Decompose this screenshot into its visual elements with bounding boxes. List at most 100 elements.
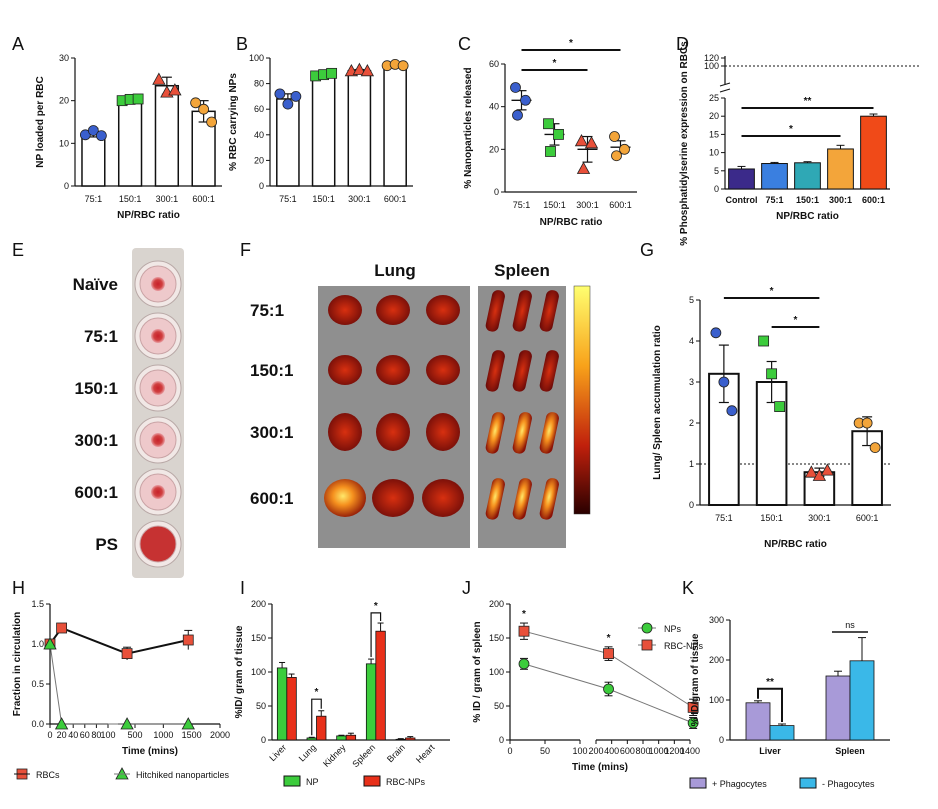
bar <box>311 75 336 187</box>
x-tick-label: Kidney <box>321 742 348 769</box>
well-label: Naïve <box>73 275 118 294</box>
spleen <box>539 290 559 332</box>
data-point <box>766 368 778 380</box>
panel-g: G 0 1 2 3 4 5 Lung/ Spleen accumulation ratio 75… <box>640 240 891 550</box>
lung-lobe <box>426 355 460 385</box>
legend-marker <box>641 639 653 651</box>
data-point <box>152 72 166 85</box>
data-point <box>510 82 521 93</box>
data-point <box>804 465 819 478</box>
y-tick-label: 150 <box>489 633 504 643</box>
data-point <box>54 717 69 730</box>
x-tick-label: 1500 <box>182 730 202 740</box>
legend-marker <box>641 622 653 634</box>
y-axis-label: % Nanoparticles released <box>463 67 474 188</box>
well-label: 600:1 <box>75 483 118 502</box>
legend-label: NP <box>306 777 319 787</box>
x-tick-label: 0 <box>507 746 512 756</box>
data-point <box>611 150 622 162</box>
data-point <box>95 130 107 142</box>
lung-lobe <box>376 295 410 325</box>
y-tick-label: 50 <box>494 701 504 711</box>
x-tick-label: 800 <box>635 746 650 756</box>
x-tick-label: 400 <box>604 746 619 756</box>
x-tick-label: 1400 <box>680 746 700 756</box>
x-tick-label: 1200 <box>664 746 684 756</box>
y-tick-label: 60 <box>489 59 499 69</box>
panel-letter: K <box>682 578 694 598</box>
significance-label: * <box>374 601 378 612</box>
x-tick-label: 300:1 <box>808 513 831 523</box>
panel-f-ivis-image: F Lung Spleen 75:1 150:1 300:1 600:1 <box>240 240 591 548</box>
series-line <box>49 643 189 725</box>
panel-k: K 0 100 200 300 % ID/gram of tissue Liver Splee… <box>682 578 890 789</box>
data-point <box>576 161 591 174</box>
y-tick-label: 0.0 <box>31 719 44 729</box>
bar <box>117 99 143 187</box>
bar <box>375 630 386 741</box>
x-tick-label: Spleen <box>350 742 377 769</box>
x-tick-label: 600:1 <box>862 195 885 205</box>
data-point <box>87 125 99 136</box>
x-tick-label: 300:1 <box>576 200 599 210</box>
data-point <box>198 103 210 115</box>
data-point <box>397 60 409 72</box>
data-point <box>274 88 286 100</box>
y-tick-label: 200 <box>709 655 724 665</box>
x-tick-label: 75:1 <box>715 513 733 523</box>
x-tick-label: 200 <box>588 746 603 756</box>
x-tick-label: 50 <box>540 746 550 756</box>
spleen <box>512 412 532 454</box>
well-pellet <box>151 381 165 395</box>
y-tick-label: 20 <box>489 144 499 154</box>
spleen <box>512 290 532 332</box>
data-point <box>609 131 620 142</box>
well-label: 300:1 <box>75 431 118 450</box>
lung-lobe <box>372 479 414 517</box>
data-point <box>56 622 67 634</box>
column-label-spleen: Spleen <box>494 261 550 280</box>
panel-h: H 0.0 0.5 1.0 1.5 Fraction in circulation 0 20 4… <box>12 578 230 780</box>
legend-label: + Phagocytes <box>712 779 767 789</box>
y-tick-label: 0 <box>714 184 719 194</box>
bar <box>365 663 377 741</box>
significance-1-label: * <box>553 58 557 69</box>
y-axis-label: % ID / gram of spleen <box>472 621 483 722</box>
spleen <box>539 412 559 454</box>
data-point <box>774 401 786 413</box>
legend-label: NPs <box>664 624 682 634</box>
panel-a: A 0 10 20 30 NP loaded per RBC 75:1 150:1 300:1 6… <box>12 34 222 221</box>
y-tick-label-upper: 100 <box>704 61 719 71</box>
bar <box>286 677 297 741</box>
lung-lobe <box>328 355 362 385</box>
well-label: 150:1 <box>75 379 118 398</box>
y-tick-label: 2 <box>689 418 694 428</box>
data-point <box>574 133 589 147</box>
well-label: 75:1 <box>84 327 118 346</box>
x-tick-label: Spleen <box>835 746 865 756</box>
y-tick-label: 20 <box>254 155 264 165</box>
significance-bracket <box>370 612 382 658</box>
data-point <box>352 62 367 75</box>
data-point <box>120 717 134 730</box>
data-point <box>282 98 294 110</box>
data-point <box>121 648 133 659</box>
lung-lobe <box>426 295 460 325</box>
data-point <box>545 146 556 157</box>
legend-label: Hitchiked nanoparticles <box>136 770 230 780</box>
panel-letter: A <box>12 34 24 54</box>
x-tick-label: Lung <box>297 742 318 763</box>
bar <box>395 738 406 741</box>
well-pellet <box>151 329 165 343</box>
data-point <box>132 93 144 105</box>
data-point <box>290 91 302 102</box>
y-tick-label: 5 <box>714 166 719 176</box>
y-axis-label: % RBC carrying NPs <box>228 73 239 171</box>
bar <box>316 715 327 741</box>
x-tick-label: 600 <box>620 746 635 756</box>
x-tick-label: Control <box>726 195 758 205</box>
x-axis-label: Time (mins) <box>122 746 178 757</box>
legend-swatch <box>799 777 817 789</box>
y-tick-label: 150 <box>251 633 266 643</box>
data-point <box>182 634 194 646</box>
